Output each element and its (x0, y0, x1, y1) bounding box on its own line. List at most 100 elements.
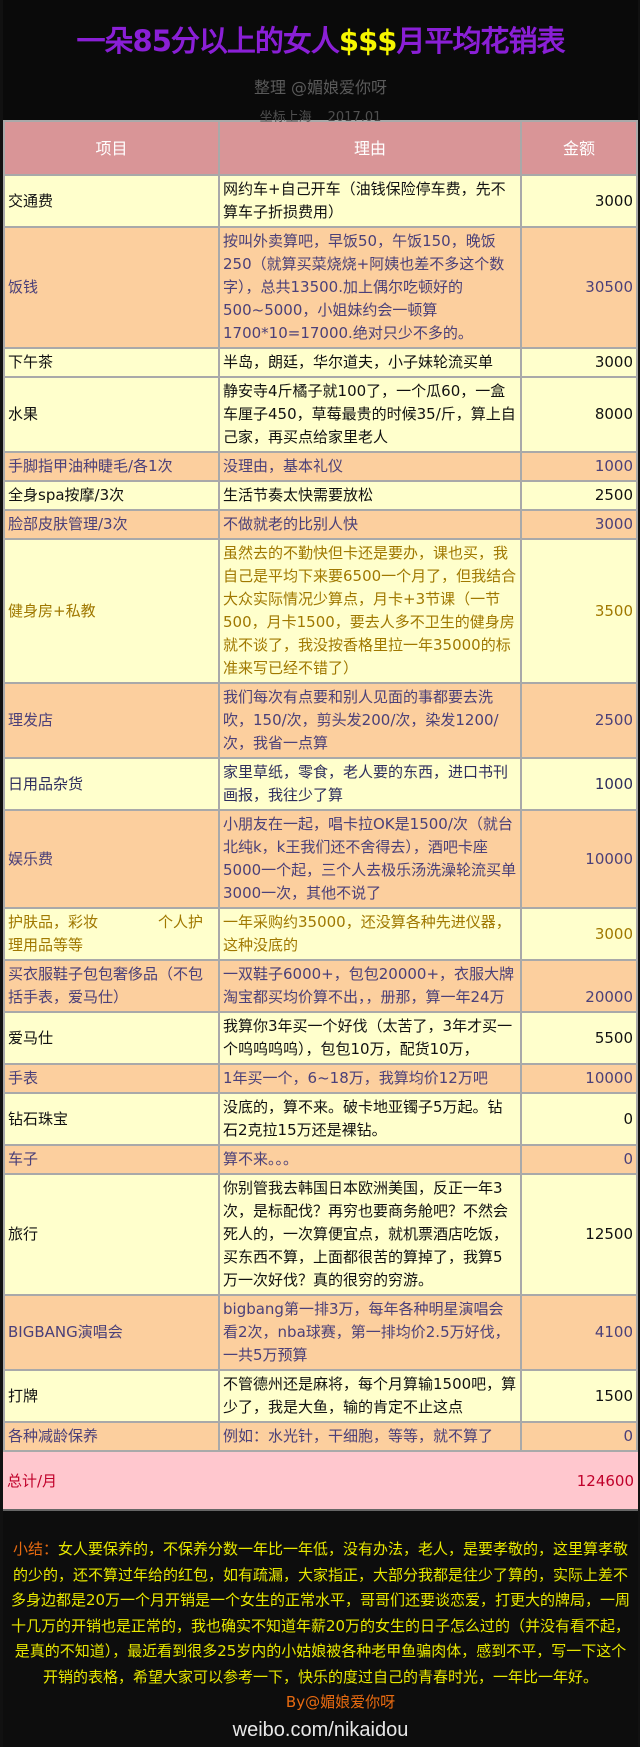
location: 坐标上海 (259, 110, 312, 125)
cell-amount: 10000 (520, 1063, 638, 1094)
cell-item: 健身房+私教 (3, 538, 220, 684)
column-header-reason: 理由 (218, 120, 522, 176)
table-header-row: 项目 理由 金额 (3, 120, 638, 176)
summary-text: 女人要保养的，不保养分数一年比一年低，没有办法，老人，是要孝敬的，这里算孝敬的少… (10, 1540, 631, 1686)
table-row: 护肤品，彩妆 个人护理用品等等 一年采购约35000，还没算各种先进仪器，这种没底… (3, 907, 638, 961)
cell-item: 脸部皮肤管理/3次 (3, 509, 220, 540)
table-row: 健身房+私教 虽然去的不勤快但卡还是要办，课也买，我自己是平均下来要6500一个月… (3, 538, 638, 684)
cell-item: 日用品杂货 (3, 757, 220, 811)
cell-amount: 2500 (520, 480, 638, 511)
table-row: 各种减龄保养 例如：水光针，干细胞，等等，就不算了 0 (3, 1421, 638, 1452)
cell-reason: 虽然去的不勤快但卡还是要办，课也买，我自己是平均下来要6500一个月了，但我结合… (218, 538, 522, 684)
table-row: 车子 算不来。。。 0 (3, 1144, 638, 1175)
title-banner: 一朵85分以上的女人$$$月平均花销表 整理 @媚娘爱你呀 坐标上海 2017.0… (3, 0, 638, 125)
cell-reason: 网约车+自己开车（油钱保险停车费，先不算车子折损费用） (218, 174, 522, 228)
cell-amount: 3500 (520, 538, 638, 684)
cell-item: 饭钱 (3, 226, 220, 349)
cell-item: 各种减龄保养 (3, 1421, 220, 1452)
table-row: 全身spa按摩/3次 生活节奏太快需要放松 2500 (3, 480, 638, 511)
table-row: 水果 静安寺4斤橘子就100了，一个瓜60，一盒车厘子450，草莓最贵的时候35/… (3, 376, 638, 453)
cell-reason: 小朋友在一起，唱卡拉OK是1500/次（就台北纯k，k王我们还不舍得去），酒吧卡… (218, 809, 522, 909)
cell-amount: 12500 (520, 1173, 638, 1296)
column-header-amount: 金额 (520, 120, 638, 176)
cell-reason: 静安寺4斤橘子就100了，一个瓜60，一盒车厘子450，草莓最贵的时候35/斤，… (218, 376, 522, 453)
cell-amount: 20000 (520, 959, 638, 1013)
cell-reason: 一年采购约35000，还没算各种先进仪器，这种没底的 (218, 907, 522, 961)
cell-reason: 我算你3年买一个好伐（太苦了，3年才买一个呜呜呜呜），包包10万，配货10万， (218, 1011, 522, 1065)
summary-label: 小结： (12, 1540, 58, 1558)
cell-reason: 没理由，基本礼仪 (218, 451, 522, 482)
cell-amount: 2500 (520, 682, 638, 759)
compiled-by: 整理 @媚娘爱你呀 (253, 78, 388, 97)
table-row: 买衣服鞋子包包奢侈品（不包括手表，爱马仕） 一双鞋子6000+，包包20000+，… (3, 959, 638, 1013)
cell-reason: 1年买一个，6~18万，我算均价12万吧 (218, 1063, 522, 1094)
cell-reason: 例如：水光针，干细胞，等等，就不算了 (218, 1421, 522, 1452)
cell-amount: 4100 (520, 1294, 638, 1371)
cell-item: 水果 (3, 376, 220, 453)
cell-item: 理发店 (3, 682, 220, 759)
cell-reason: bigbang第一排3万，每年各种明星演唱会看2次，nba球赛，第一排均价2.5… (218, 1294, 522, 1371)
cell-amount: 1000 (520, 757, 638, 811)
cell-reason: 你别管我去韩国日本欧洲美国，反正一年3次，是标配伐？再穷也要商务舱吧？不然会死人… (218, 1173, 522, 1296)
table-row: 钻石珠宝 没底的，算不来。破卡地亚镯子5万起。钻石2克拉15万还是裸钻。 0 (3, 1092, 638, 1146)
title-dollars: $$$ (338, 24, 398, 58)
total-row: 总计/月 124600 (3, 1452, 638, 1509)
cell-amount: 8000 (520, 376, 638, 453)
cell-reason: 没底的，算不来。破卡地亚镯子5万起。钻石2克拉15万还是裸钻。 (218, 1092, 522, 1146)
cell-item: 下午茶 (3, 347, 220, 378)
table-row: 爱马仕 我算你3年买一个好伐（太苦了，3年才买一个呜呜呜呜），包包10万，配货10… (3, 1011, 638, 1065)
cell-amount: 0 (520, 1144, 638, 1175)
cell-item: 交通费 (3, 174, 220, 228)
title-part2: 月平均花销表 (396, 24, 565, 58)
cell-item: 爱马仕 (3, 1011, 220, 1065)
cell-amount: 1500 (520, 1369, 638, 1423)
cell-item: 全身spa按摩/3次 (3, 480, 220, 511)
cell-item: 娱乐费 (3, 809, 220, 909)
cell-item: 旅行 (3, 1173, 220, 1296)
column-header-item: 项目 (3, 120, 220, 176)
table-row: 交通费 网约车+自己开车（油钱保险停车费，先不算车子折损费用） 3000 (3, 174, 638, 228)
cell-amount: 10000 (520, 809, 638, 909)
cell-reason: 我们每次有点要和别人见面的事都要去洗吹，150/次，剪头发200/次，染发120… (218, 682, 522, 759)
table-row: BIGBANG演唱会 bigbang第一排3万，每年各种明星演唱会看2次，nba球… (3, 1294, 638, 1371)
cell-amount: 3000 (520, 174, 638, 228)
title-part1: 一朵85分以上的女人 (76, 24, 340, 58)
cell-item: 护肤品，彩妆 个人护理用品等等 (3, 907, 220, 961)
table-row: 下午茶 半岛，朗廷，华尔道夫，小子妹轮流买单 3000 (3, 347, 638, 378)
table-row: 饭钱 按叫外卖算吧，早饭50，午饭150，晚饭250（就算买菜烧烧+阿姨也差不多这… (3, 226, 638, 349)
byline: By@媚娘爱你呀 (285, 1693, 396, 1711)
cell-item: 车子 (3, 1144, 220, 1175)
cell-amount: 30500 (520, 226, 638, 349)
table-row: 旅行 你别管我去韩国日本欧洲美国，反正一年3次，是标配伐？再穷也要商务舱吧？不然会… (3, 1173, 638, 1296)
cell-reason: 家里草纸，零食，老人要的东西，进口书刊画报，我往少了算 (218, 757, 522, 811)
cell-item: 打牌 (3, 1369, 220, 1423)
cell-amount: 0 (520, 1092, 638, 1146)
total-label: 总计/月 (7, 1472, 58, 1490)
cell-amount: 3000 (520, 907, 638, 961)
total-amount: 124600 (576, 1471, 634, 1490)
table-row: 理发店 我们每次有点要和别人见面的事都要去洗吹，150/次，剪头发200/次，染发… (3, 682, 638, 759)
cell-amount: 3000 (520, 509, 638, 540)
cell-item: 手表 (3, 1063, 220, 1094)
cell-reason: 不做就老的比别人快 (218, 509, 522, 540)
cell-amount: 0 (520, 1421, 638, 1452)
cell-item: 钻石珠宝 (3, 1092, 220, 1146)
table-row: 打牌 不管德州还是麻将，每个月算输1500吧，算少了，我是大鱼，输的肯定不止这点 1… (3, 1369, 638, 1423)
table-row: 日用品杂货 家里草纸，零食，老人要的东西，进口书刊画报，我往少了算 1000 (3, 757, 638, 811)
cell-reason: 按叫外卖算吧，早饭50，午饭150，晚饭250（就算买菜烧烧+阿姨也差不多这个数… (218, 226, 522, 349)
watermark: weibo.com/nikaidou (232, 1718, 409, 1741)
cell-item: BIGBANG演唱会 (3, 1294, 220, 1371)
cell-item: 手脚指甲油种睫毛/各1次 (3, 451, 220, 482)
summary-block: 小结：女人要保养的，不保养分数一年比一年低，没有办法，老人，是要孝敬的，这里算孝… (3, 1509, 638, 1747)
cell-item: 买衣服鞋子包包奢侈品（不包括手表，爱马仕） (3, 959, 220, 1013)
location-date: 坐标上海 2017.01 (3, 106, 638, 125)
page-title: 一朵85分以上的女人$$$月平均花销表 (3, 0, 638, 60)
table-row: 脸部皮肤管理/3次 不做就老的比别人快 3000 (3, 509, 638, 540)
cell-reason: 不管德州还是麻将，每个月算输1500吧，算少了，我是大鱼，输的肯定不止这点 (218, 1369, 522, 1423)
table-row: 娱乐费 小朋友在一起，唱卡拉OK是1500/次（就台北纯k，k王我们还不舍得去），… (3, 809, 638, 909)
cell-reason: 半岛，朗廷，华尔道夫，小子妹轮流买单 (218, 347, 522, 378)
cell-amount: 5500 (520, 1011, 638, 1065)
table-row: 手脚指甲油种睫毛/各1次 没理由，基本礼仪 1000 (3, 451, 638, 482)
date: 2017.01 (327, 110, 382, 125)
